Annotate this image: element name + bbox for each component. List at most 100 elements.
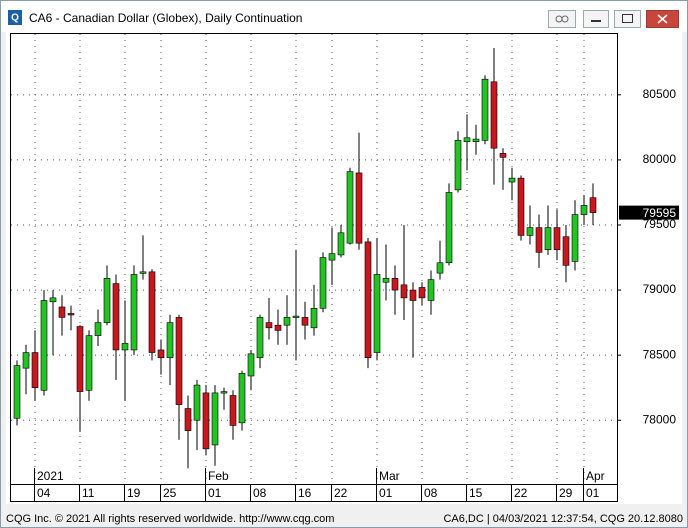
x-tick-label: 19: [127, 486, 141, 500]
candle-body: [139, 271, 147, 274]
candle-body: [22, 352, 30, 369]
candle-body: [571, 214, 579, 262]
y-tick-label: 78500: [643, 347, 677, 361]
candle-body: [274, 324, 282, 331]
x-tick-label: 08: [253, 486, 267, 500]
maximize-button[interactable]: [614, 10, 641, 28]
last-price-box: [619, 205, 679, 220]
period-label: Feb: [208, 469, 229, 483]
candle-body: [319, 257, 327, 309]
candle-body: [220, 391, 228, 394]
link-icon: [561, 15, 569, 23]
candle-body: [445, 192, 453, 264]
date-axis: [10, 484, 618, 502]
x-tick-label: 01: [208, 486, 222, 500]
copyright: CQG Inc. © 2021 All rights reserved worl…: [6, 513, 334, 525]
minimize-button[interactable]: [583, 10, 609, 28]
candle-body: [130, 274, 138, 351]
candle-body: [400, 284, 408, 299]
candle-body: [247, 353, 255, 377]
x-tick-label: 15: [469, 486, 483, 500]
last-price-label: 79595: [643, 206, 677, 220]
maximize-button-frame[interactable]: [614, 10, 641, 28]
candle-body: [85, 335, 93, 391]
candle-body: [382, 278, 390, 283]
candle-body: [112, 283, 120, 351]
candle-body: [58, 306, 66, 318]
candle-body: [481, 78, 489, 141]
y-tick-label: 79000: [643, 282, 677, 296]
link-button[interactable]: [548, 10, 576, 28]
candle-body: [202, 392, 210, 450]
candle-body: [544, 227, 552, 251]
candle-body: [337, 232, 345, 256]
candle-body: [355, 172, 363, 244]
x-tick-label: 04: [37, 486, 51, 500]
status-bar: [1, 508, 687, 527]
candle-body: [418, 287, 426, 299]
candle-body: [67, 313, 75, 316]
candle-body: [121, 343, 129, 351]
candle-body: [184, 408, 192, 431]
x-tick-label: 25: [163, 486, 177, 500]
candle-body: [436, 262, 444, 274]
candle-body: [310, 307, 318, 329]
status-info: CA6,DC | 04/03/2021 12:37:54, CQG 20.12.…: [443, 513, 683, 525]
maximize-icon: [622, 14, 633, 23]
candle-body: [499, 153, 507, 158]
minimize-icon: [591, 20, 601, 22]
candle-body: [454, 140, 462, 191]
candle-body: [373, 274, 381, 353]
candle-body: [553, 227, 561, 251]
period-label: 2021: [37, 469, 64, 483]
candle-body: [535, 227, 543, 253]
candle-body: [265, 322, 273, 329]
app-icon: [8, 10, 22, 25]
candle-body: [193, 384, 201, 421]
period-label: Mar: [379, 469, 400, 483]
candle-body: [238, 373, 246, 424]
x-tick-label: 08: [424, 486, 438, 500]
candle-body: [391, 278, 399, 291]
x-tick-label: 01: [586, 486, 600, 500]
candle-body: [301, 317, 309, 326]
candle-body: [31, 352, 39, 388]
candle-body: [148, 271, 156, 353]
candle-body: [589, 197, 597, 213]
candle-body: [472, 138, 480, 142]
window-title: CA6 - Canadian Dollar (Globex), Daily Co…: [29, 11, 302, 25]
candle-body: [94, 322, 102, 336]
candle-body: [490, 81, 498, 149]
candle-body: [256, 317, 264, 359]
minimize-button-frame[interactable]: [583, 10, 609, 28]
candle-body: [508, 177, 516, 183]
y-tick-label: 80000: [643, 152, 677, 166]
x-tick-label: 16: [298, 486, 312, 500]
candle-body: [463, 137, 471, 142]
y-tick-label: 80500: [643, 87, 677, 101]
candle-body: [292, 315, 300, 318]
candle-body: [283, 317, 291, 326]
candle-body: [13, 365, 21, 419]
plot-frame: [10, 33, 618, 485]
x-tick-label: 01: [379, 486, 393, 500]
candle-body: [526, 227, 534, 236]
x-tick-label: 11: [82, 486, 95, 500]
app-icon-glyph: Q: [11, 13, 19, 24]
candle-body: [157, 349, 165, 359]
y-tick-label: 78000: [643, 412, 677, 426]
candle-body: [40, 300, 48, 391]
x-tick-label: 22: [514, 486, 528, 500]
candle-body: [103, 278, 111, 323]
candle-body: [364, 241, 372, 359]
x-tick-label: 22: [334, 486, 348, 500]
candle-body: [211, 392, 219, 446]
period-label: Apr: [586, 469, 605, 483]
close-icon: [657, 14, 668, 24]
candle-body: [328, 253, 336, 261]
candle-body: [409, 289, 417, 301]
candle-body: [346, 171, 354, 244]
candle-body: [580, 205, 588, 215]
close-button[interactable]: [646, 10, 679, 28]
